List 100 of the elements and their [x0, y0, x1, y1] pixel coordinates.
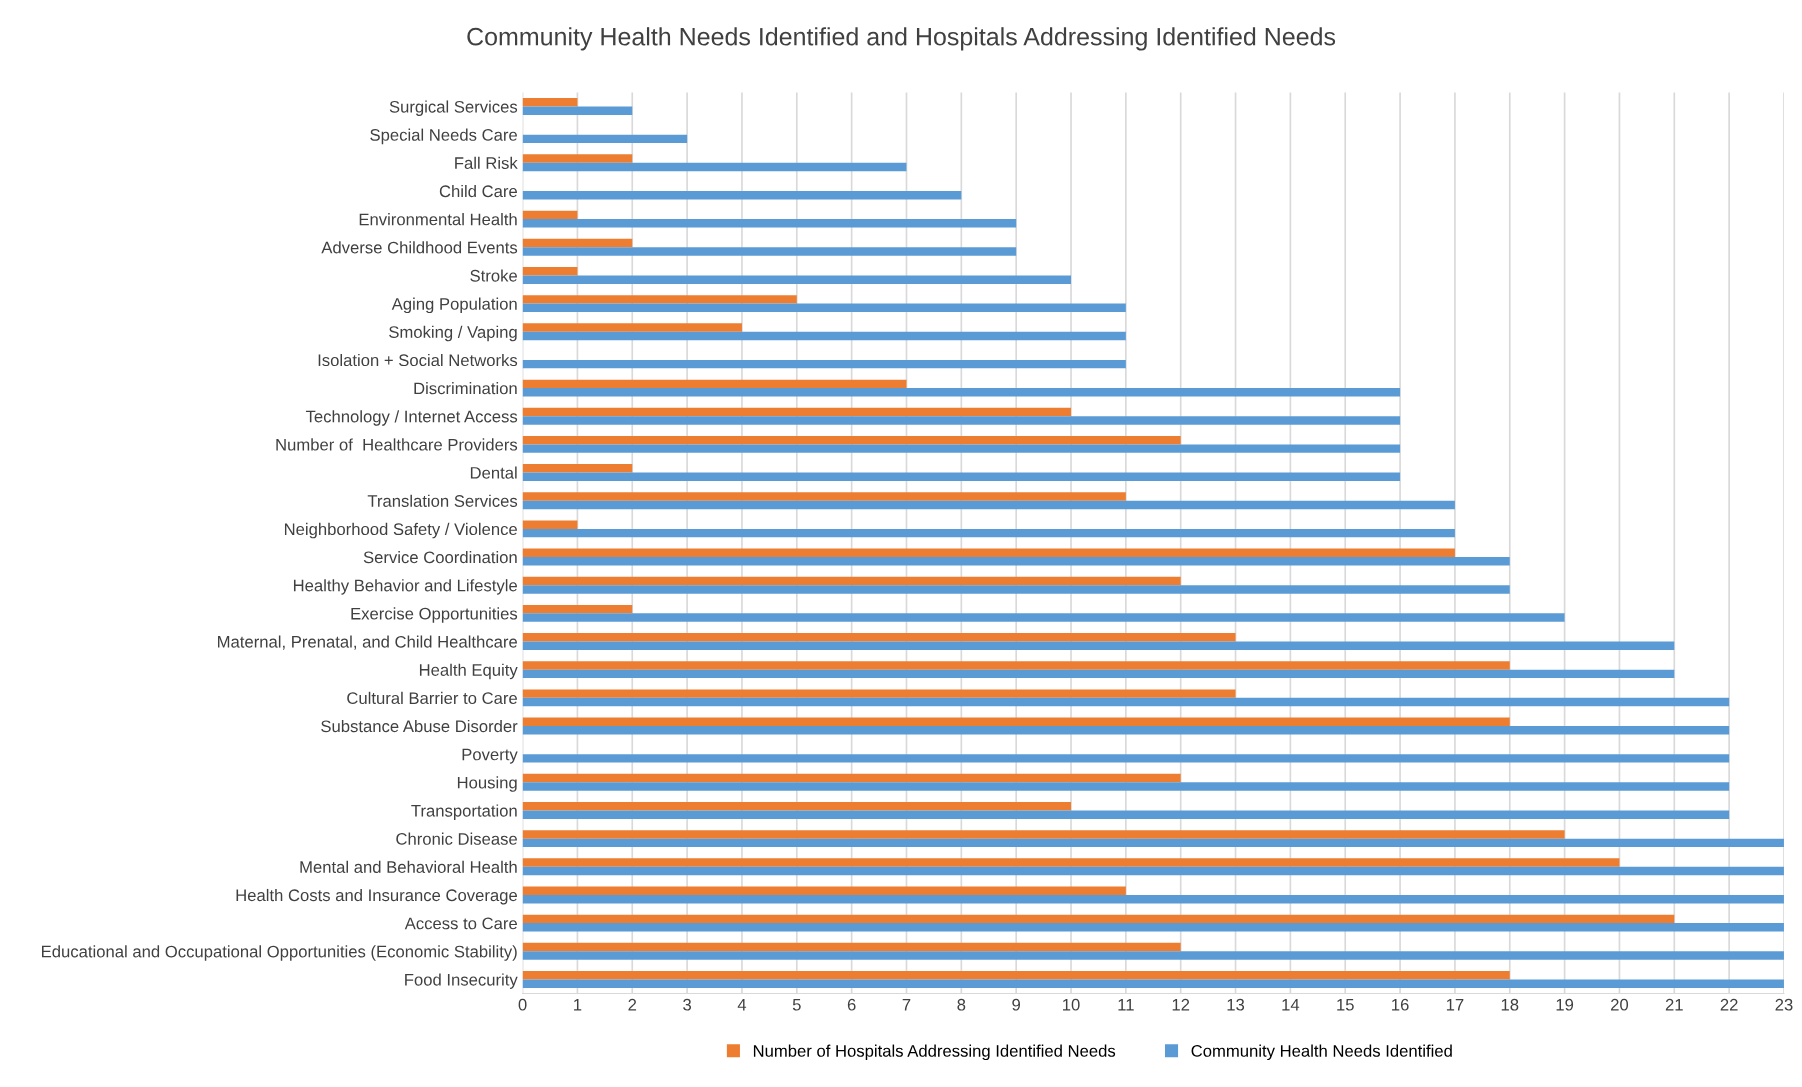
x-tick-label: 6 — [847, 998, 856, 1011]
bar — [522, 557, 1510, 566]
y-tick-label: Exercise Opportunities — [351, 607, 518, 623]
bar — [522, 773, 1181, 783]
bar — [522, 697, 1730, 707]
bar — [522, 951, 1784, 960]
bar — [522, 379, 907, 389]
y-tick-label: Discrimination — [414, 382, 517, 395]
x-tick-label: 14 — [1282, 998, 1300, 1011]
bar — [522, 548, 1455, 558]
bar — [522, 641, 1675, 650]
y-tick-label: Neighborhood Safety / Violence — [284, 522, 517, 539]
x-tick-label: 3 — [683, 998, 692, 1011]
y-tick-label: Adverse Childhood Events — [321, 241, 518, 254]
y-tick-label: Stroke — [470, 269, 517, 282]
y-tick-label: Cultural Barrier to Care — [347, 691, 517, 705]
x-tick-label: 17 — [1446, 998, 1464, 1011]
bar — [522, 970, 1510, 980]
bar — [522, 726, 1730, 735]
bar — [522, 500, 1455, 510]
y-tick-label: Dental — [470, 466, 517, 479]
y-tick-label: Fall Risk — [455, 156, 518, 169]
y-tick-label: Transportation — [411, 804, 517, 820]
x-tick-label: 21 — [1665, 998, 1683, 1011]
y-tick-label: Smoking / Vaping — [389, 325, 517, 342]
y-tick-label: Isolation + Social Networks — [318, 353, 518, 367]
y-tick-label: Chronic Disease — [396, 832, 517, 845]
y-tick-label: Number of Healthcare Providers — [276, 438, 518, 451]
x-tick-label: 5 — [792, 998, 801, 1011]
legend-label: Number of Hospitals Addressing Identified Needs — [753, 1044, 1116, 1061]
y-tick-label: Mental and Behavioral Health — [300, 860, 517, 873]
x-tick-label: 4 — [737, 998, 747, 1011]
bar — [522, 464, 633, 473]
y-tick-label: Food Insecurity — [405, 973, 518, 989]
bar — [522, 838, 1784, 848]
bar — [522, 323, 742, 332]
x-tick-label: 1 — [574, 998, 582, 1011]
y-tick-label: Service Coordination — [363, 551, 517, 564]
y-tick-label: Surgical Services — [389, 100, 518, 116]
bar — [522, 942, 1181, 952]
bar — [522, 669, 1675, 679]
y-tick-label: Housing — [457, 776, 517, 792]
bar — [522, 802, 1072, 811]
y-tick-label: Maternal, Prenatal, and Child Healthcare — [218, 635, 517, 650]
y-tick-label: Translation Services — [367, 494, 518, 507]
bar — [522, 782, 1730, 791]
bar — [522, 416, 1401, 425]
y-tick-label: Educational and Occupational Opportunities (Economic Stability) — [42, 945, 517, 961]
x-tick-label: 10 — [1063, 998, 1080, 1011]
bar — [522, 585, 1510, 594]
x-tick-label: 22 — [1720, 998, 1738, 1011]
bar — [522, 435, 1181, 445]
y-tick-label: Special Needs Care — [370, 128, 517, 145]
x-tick-label: 9 — [1012, 998, 1021, 1011]
bar — [522, 810, 1730, 819]
y-tick-label: Healthy Behavior and Lifestyle — [293, 579, 517, 595]
y-tick-label: Child Care — [439, 184, 517, 198]
bar — [522, 154, 633, 163]
bar — [522, 359, 1126, 369]
bar — [522, 923, 1784, 932]
x-tick-label: 23 — [1775, 998, 1793, 1011]
x-tick-label: 13 — [1227, 998, 1245, 1011]
bar — [522, 275, 1072, 284]
x-tick-label: 11 — [1118, 998, 1134, 1011]
legend-label: Community Health Needs Identified — [1191, 1044, 1452, 1061]
bar — [522, 613, 1565, 622]
y-tick-label: Aging Population — [391, 297, 517, 314]
bar — [522, 717, 1510, 726]
x-tick-label: 12 — [1172, 998, 1190, 1011]
bar — [522, 331, 1126, 341]
y-tick-label: Substance Abuse Disorder — [321, 719, 518, 733]
bar — [522, 134, 688, 144]
bar — [522, 576, 1181, 586]
y-tick-label: Environmental Health — [359, 213, 517, 226]
x-tick-label: 0 — [518, 998, 527, 1011]
bar — [522, 858, 1620, 867]
bar — [522, 866, 1784, 876]
bar — [522, 266, 578, 276]
y-tick-label: Poverty — [462, 748, 518, 764]
x-tick-label: 20 — [1611, 998, 1629, 1011]
bar — [522, 190, 962, 200]
bar — [522, 754, 1730, 763]
bar — [522, 914, 1675, 924]
bar — [522, 106, 633, 115]
bar — [522, 238, 633, 248]
bar — [522, 295, 797, 304]
bar — [522, 520, 578, 529]
bar — [522, 830, 1565, 839]
bar — [522, 407, 1072, 417]
x-tick-label: 15 — [1337, 998, 1354, 1011]
bar — [522, 661, 1510, 670]
x-tick-label: 18 — [1501, 998, 1519, 1011]
bar — [522, 886, 1126, 895]
bar — [522, 492, 1126, 501]
y-tick-label: Health Equity — [419, 663, 518, 680]
bar — [522, 444, 1401, 453]
bar — [522, 979, 1784, 988]
x-tick-label: 16 — [1392, 998, 1409, 1011]
x-tick-label: 7 — [902, 998, 911, 1011]
bar — [522, 247, 1017, 256]
